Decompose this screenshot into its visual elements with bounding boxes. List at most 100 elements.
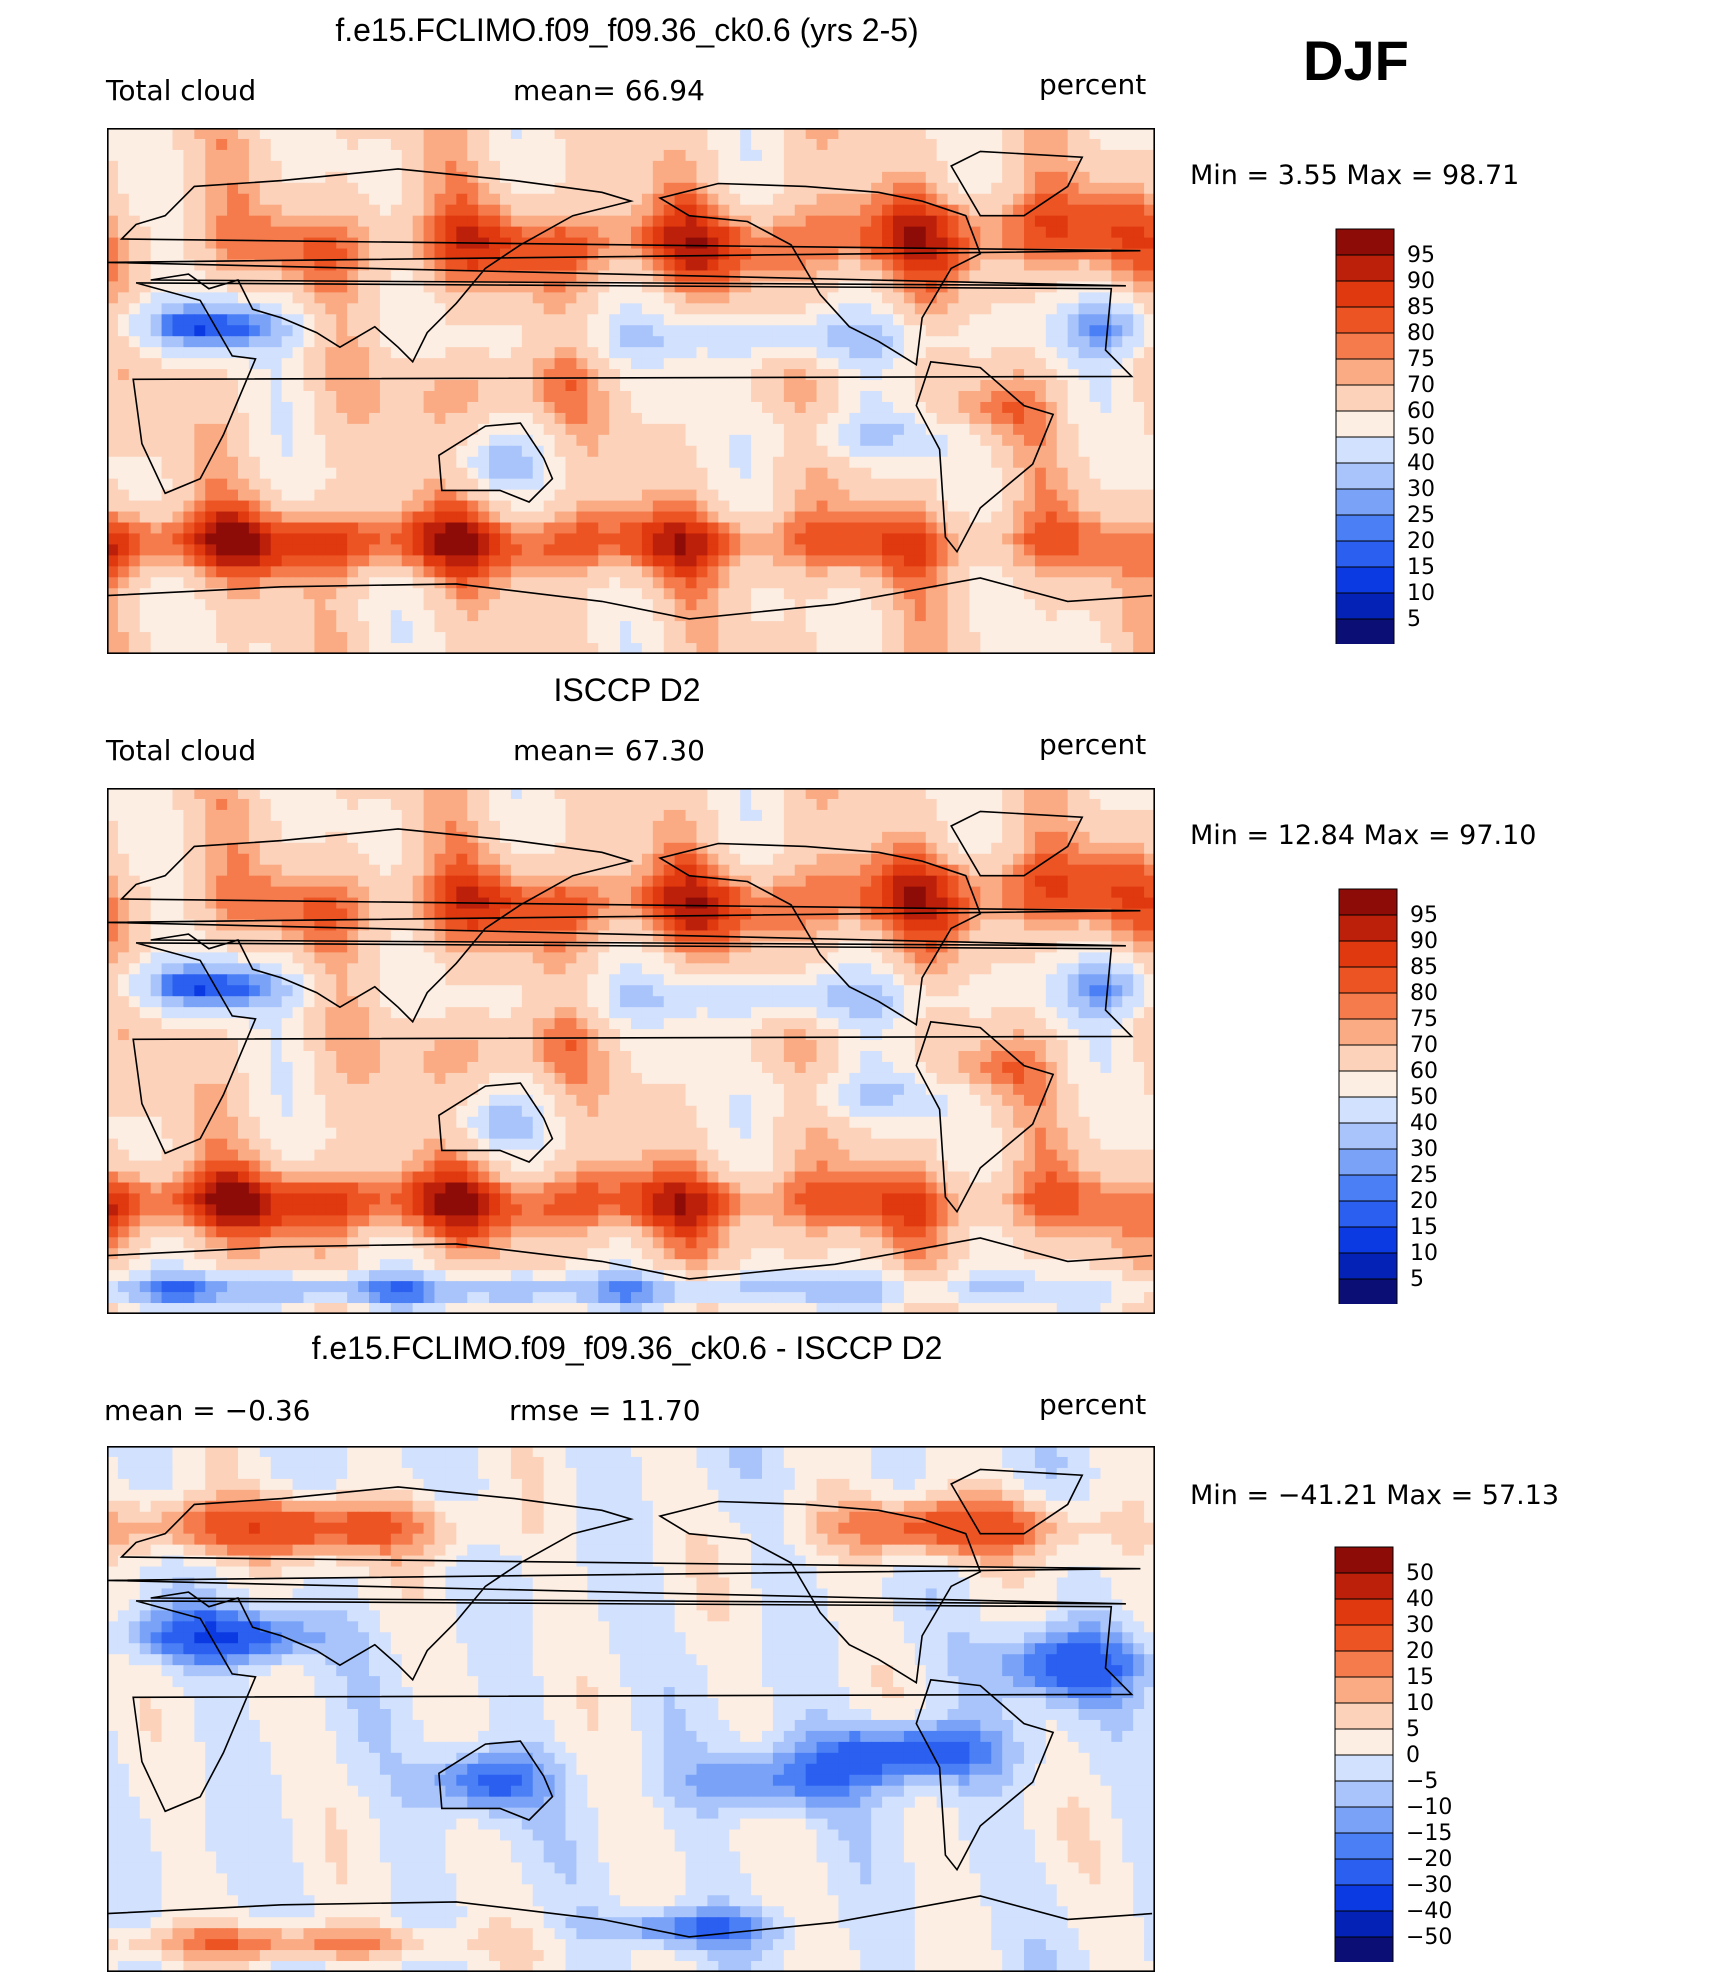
colorbar-box-15 [1334,1936,1394,1962]
colorbar-tick-label: 20 [1407,529,1435,554]
panel-1-title: f.e15.FCLIMO.f09_f09.36_ck0.6 (yrs 2-5) [335,12,919,48]
colorbar-tick-label: 5 [1410,1267,1424,1292]
colorbar-box-3 [1335,306,1395,334]
colorbar-tick-label: 60 [1410,1059,1438,1084]
colorbar-box-13 [1335,566,1395,594]
colorbar-box-2 [1335,280,1395,308]
colorbar-tick-label: 80 [1407,321,1435,346]
colorbar-tick-label: −5 [1406,1769,1438,1794]
panel-2-title: ISCCP D2 [553,672,701,708]
colorbar-tick-label: 5 [1406,1717,1420,1742]
colorbar-box-6 [1335,384,1395,412]
colorbar-tick-label: 80 [1410,981,1438,1006]
colorbar-tick-label: 75 [1410,1007,1438,1032]
colorbar-box-10 [1334,1806,1394,1834]
panel-2-units: percent [1039,728,1147,761]
colorbar-tick-label: 50 [1407,425,1435,450]
colorbar-box-11 [1334,1832,1394,1860]
panel-3-units: percent [1039,1388,1147,1421]
panel-3-map [107,1446,1155,1972]
colorbar-tick-label: 30 [1410,1137,1438,1162]
map-frame [107,788,1155,1314]
colorbar-tick-label: 25 [1410,1163,1438,1188]
colorbar-box-12 [1335,540,1395,568]
colorbar-box-8 [1335,436,1395,464]
colorbar-box-2 [1338,940,1398,968]
map-frame [107,128,1155,654]
colorbar-tick-label: 40 [1410,1111,1438,1136]
colorbar-tick-label: 20 [1406,1639,1434,1664]
colorbar-box-1 [1334,1572,1394,1600]
colorbar-tick-label: −50 [1406,1925,1452,1950]
colorbar-tick-label: 85 [1410,955,1438,980]
panel-3-left-label: mean = −0.36 [104,1394,311,1427]
colorbar-box-15 [1335,618,1395,644]
colorbar-box-9 [1335,462,1395,490]
colorbar-box-5 [1335,358,1395,386]
colorbar-tick-label: 0 [1406,1743,1420,1768]
panel-2-map [107,788,1155,1314]
colorbar-box-6 [1334,1702,1394,1730]
map-field [107,1446,1155,1972]
colorbar-tick-label: 15 [1407,555,1435,580]
colorbar-box-2 [1334,1598,1394,1626]
colorbar-box-10 [1338,1148,1398,1176]
colorbar-tick-label: 30 [1407,477,1435,502]
colorbar-tick-label: 90 [1407,269,1435,294]
colorbar-tick-label: 90 [1410,929,1438,954]
colorbar-box-7 [1334,1728,1394,1756]
colorbar-tick-label: 15 [1410,1215,1438,1240]
colorbar-box-6 [1338,1044,1398,1072]
colorbar-tick-label: 75 [1407,347,1435,372]
colorbar-box-15 [1338,1278,1398,1304]
continent-outlines [107,150,1153,620]
panel-3-minmax: Min = −41.21 Max = 57.13 [1190,1480,1560,1511]
colorbar-box-9 [1338,1122,1398,1150]
colorbar-tick-label: −40 [1406,1899,1452,1924]
colorbar-box-3 [1334,1624,1394,1652]
colorbar-tick-label: 70 [1407,373,1435,398]
colorbar-box-7 [1335,410,1395,438]
colorbar-tick-label: 20 [1410,1189,1438,1214]
colorbar-box-4 [1335,332,1395,360]
map-field [107,128,1155,654]
panel-1-mean: mean= 66.94 [513,74,705,107]
colorbar-box-13 [1334,1884,1394,1912]
panel-1-left-label: Total cloud [106,74,257,107]
colorbar-tick-label: −10 [1406,1795,1452,1820]
colorbar-tick-label: −30 [1406,1873,1452,1898]
colorbar-tick-label: 50 [1410,1085,1438,1110]
colorbar-box-1 [1338,914,1398,942]
colorbar-box-12 [1334,1858,1394,1886]
panel-1-minmax: Min = 3.55 Max = 98.71 [1190,160,1520,191]
panel-1-map [107,128,1155,654]
colorbar-box-14 [1335,592,1395,620]
colorbar-tick-label: 10 [1407,581,1435,606]
colorbar-tick-label: 5 [1407,607,1421,632]
colorbar-tick-label: 50 [1406,1561,1434,1586]
colorbar-box-4 [1338,992,1398,1020]
colorbar-box-1 [1335,254,1395,282]
colorbar-box-14 [1334,1910,1394,1938]
colorbar-tick-label: 85 [1407,295,1435,320]
colorbar-box-8 [1338,1096,1398,1124]
colorbar-tick-label: 95 [1407,243,1435,268]
colorbar-tick-label: 40 [1407,451,1435,476]
colorbar-tick-label: 10 [1410,1241,1438,1266]
colorbar-tick-label: 10 [1406,1691,1434,1716]
panel-1-units: percent [1039,68,1147,101]
colorbar-box-13 [1338,1226,1398,1254]
colorbar-tick-label: 95 [1410,903,1438,928]
colorbar-box-9 [1334,1780,1394,1808]
colorbar-tick-label: 25 [1407,503,1435,528]
colorbar-box-7 [1338,1070,1398,1098]
colorbar-box-0 [1335,228,1395,256]
colorbar-tick-label: 60 [1407,399,1435,424]
season-label: DJF [1303,29,1409,92]
colorbar-box-12 [1338,1200,1398,1228]
panel-3-rmse: rmse = 11.70 [509,1394,701,1427]
colorbar-tick-label: 70 [1410,1033,1438,1058]
colorbar-box-4 [1334,1650,1394,1678]
